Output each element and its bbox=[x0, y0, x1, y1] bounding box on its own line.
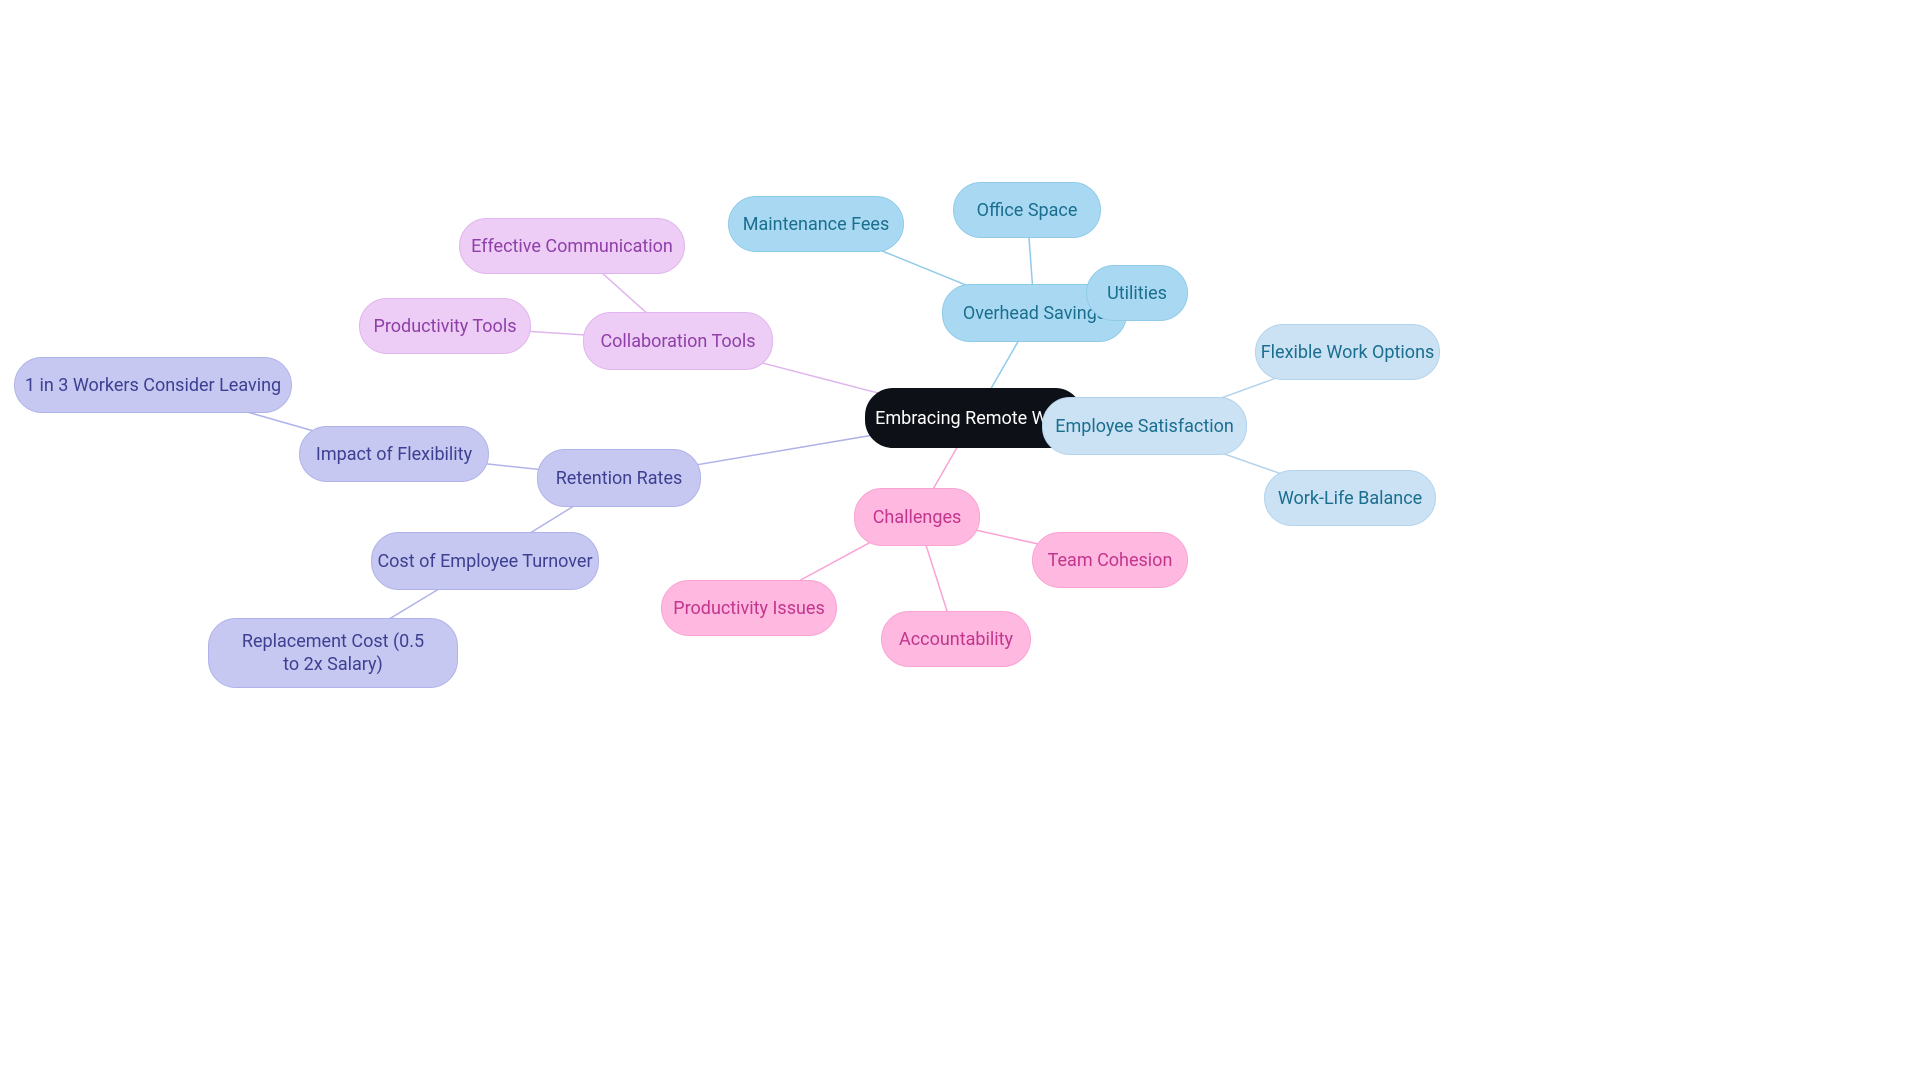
node-collab: Collaboration Tools bbox=[583, 312, 773, 370]
node-challenges: Challenges bbox=[854, 488, 980, 546]
node-impactflex: Impact of Flexibility bbox=[299, 426, 489, 482]
node-account: Accountability bbox=[881, 611, 1031, 667]
node-replace: Replacement Cost (0.5 to 2x Salary) bbox=[208, 618, 458, 688]
node-retention: Retention Rates bbox=[537, 449, 701, 507]
node-effcomm: Effective Communication bbox=[459, 218, 685, 274]
node-prodtools: Productivity Tools bbox=[359, 298, 531, 354]
node-cohesion: Team Cohesion bbox=[1032, 532, 1188, 588]
node-leave: 1 in 3 Workers Consider Leaving bbox=[14, 357, 292, 413]
node-prodiss: Productivity Issues bbox=[661, 580, 837, 636]
node-utilities: Utilities bbox=[1086, 265, 1188, 321]
node-office: Office Space bbox=[953, 182, 1101, 238]
node-wlb: Work-Life Balance bbox=[1264, 470, 1436, 526]
node-empsat: Employee Satisfaction bbox=[1042, 397, 1247, 455]
node-maint: Maintenance Fees bbox=[728, 196, 904, 252]
mindmap-canvas: Embracing Remote WorkOverhead SavingsMai… bbox=[0, 0, 1920, 1083]
node-flexopt: Flexible Work Options bbox=[1255, 324, 1440, 380]
node-costturn: Cost of Employee Turnover bbox=[371, 532, 599, 590]
